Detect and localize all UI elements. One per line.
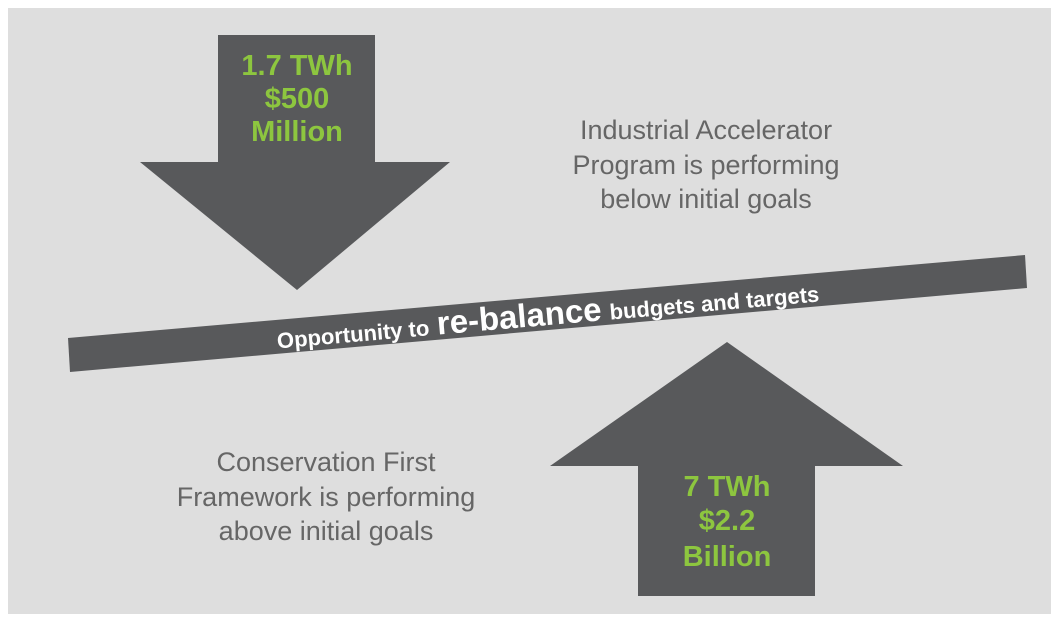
down-arrow-text: $500 [265, 83, 330, 115]
up-arrow-text: Billion [683, 541, 772, 573]
up-arrow-text: 7 TWh [684, 471, 771, 503]
up-arrow [550, 342, 903, 596]
down-arrow-text: Million [251, 116, 343, 148]
bottom-note: Framework is performing [177, 482, 476, 512]
up-arrow-text: $2.2 [699, 505, 755, 537]
down-arrow [140, 35, 450, 290]
top-note: Industrial Accelerator [580, 115, 832, 145]
down-arrow-text: 1.7 TWh [241, 50, 352, 82]
bottom-note: above initial goals [219, 516, 434, 546]
top-note: below initial goals [600, 184, 812, 214]
banner-bar [68, 255, 1027, 372]
top-note: Program is performing [572, 150, 839, 180]
bottom-note: Conservation First [216, 447, 436, 477]
